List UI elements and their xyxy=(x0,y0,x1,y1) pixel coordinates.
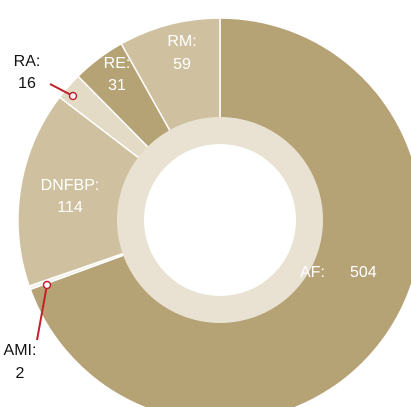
slice-label-name: RE: xyxy=(104,55,131,72)
leader-line xyxy=(36,284,48,341)
slice-label-name: RM: xyxy=(167,33,196,50)
slice-label-name: AMI: xyxy=(4,342,37,359)
leader-line xyxy=(49,83,74,97)
slice-label-name: DNFBP: xyxy=(41,177,100,194)
slice-label-value: 114 xyxy=(57,199,83,216)
slice-label-value: 16 xyxy=(18,75,36,92)
slice-label-name: AF: xyxy=(300,264,325,281)
slice-label-value: 504 xyxy=(350,264,377,281)
labels: AF: 504 AMI: 2 DNFBP: 114 RA: 16 RE: 31 RM: 59 xyxy=(4,33,377,382)
slice-label-name: RA: xyxy=(14,53,41,70)
leader-dot xyxy=(42,280,52,290)
slice-label-value: 2 xyxy=(16,365,25,382)
slice-label-value: 31 xyxy=(108,77,126,94)
slice-label-value: 59 xyxy=(173,56,191,73)
leader-dot xyxy=(68,91,78,101)
slice xyxy=(17,96,222,288)
donut-hole xyxy=(144,144,296,296)
